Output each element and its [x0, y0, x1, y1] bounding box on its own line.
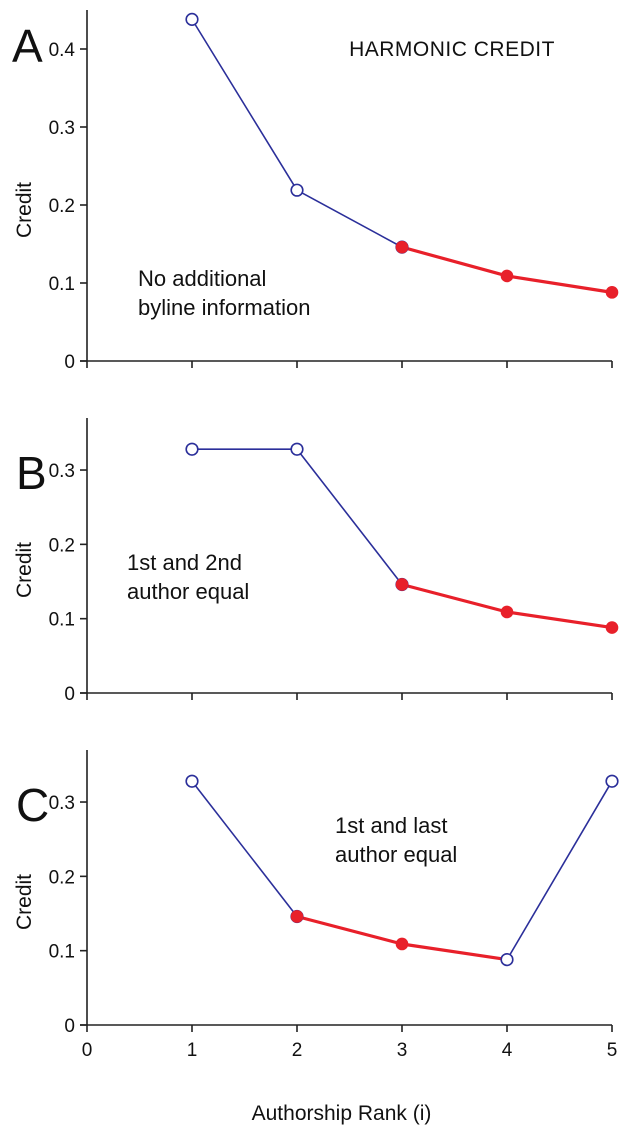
data-point-open — [185, 12, 199, 26]
panel-b: B 0 0.1 0.2 0.3 Credit 1st and 2nd author equal — [13, 418, 619, 705]
y-tick-label: 0 — [64, 1016, 75, 1037]
data-point-filled — [605, 621, 619, 634]
data-point-filled — [500, 605, 514, 619]
y-tick-label: 0.2 — [49, 867, 75, 888]
panel-letter: A — [12, 20, 43, 72]
y-tick-label: 0.2 — [49, 535, 75, 556]
data-point-filled — [395, 937, 409, 951]
y-axis-label: Credit — [13, 874, 36, 930]
annotation-line: No additional — [138, 266, 266, 291]
x-axis-label: Authorship Rank (i) — [252, 1102, 432, 1125]
annotation-line: author equal — [127, 579, 249, 604]
x-tick-label: 4 — [502, 1040, 513, 1061]
panel-letter: C — [16, 779, 49, 831]
data-point-open — [500, 952, 514, 967]
y-tick-label: 0.1 — [49, 942, 75, 963]
data-point-open — [290, 442, 304, 456]
annotation-line: author equal — [335, 842, 457, 867]
y-tick-label: 0 — [64, 684, 75, 705]
y-tick-label: 0.1 — [49, 610, 75, 631]
chart-title: HARMONIC CREDIT — [349, 38, 555, 61]
x-tick-label: 1 — [187, 1040, 198, 1061]
data-point-open — [185, 774, 199, 788]
y-tick-label: 0.4 — [49, 40, 76, 61]
data-point-filled — [605, 286, 619, 299]
x-tick-label: 3 — [397, 1040, 408, 1061]
series-line — [191, 780, 298, 917]
annotation-line: 1st and last — [335, 813, 448, 838]
data-point-open — [185, 442, 199, 456]
y-tick-label: 0.3 — [49, 793, 75, 814]
y-tick-label: 0.3 — [49, 461, 75, 482]
data-point-open — [290, 183, 304, 197]
series-line — [506, 780, 613, 961]
annotation-line: byline information — [138, 295, 310, 320]
y-axis-label: Credit — [13, 542, 36, 598]
panel-letter: B — [16, 447, 47, 499]
x-tick-label: 5 — [607, 1040, 618, 1061]
panel-c: C 0 0.1 0.2 0.3 0 1 2 3 4 5 Credit Authorship Rank (… — [13, 750, 619, 1125]
y-tick-label: 0.2 — [49, 196, 75, 217]
y-axis-label: Credit — [13, 182, 36, 238]
data-point-filled — [395, 578, 409, 591]
annotation-line: 1st and 2nd — [127, 550, 242, 575]
data-point-filled — [290, 910, 304, 923]
y-tick-label: 0.1 — [49, 274, 75, 295]
x-tick-label: 0 — [82, 1040, 93, 1061]
data-point-filled — [395, 240, 409, 254]
panel-a: A 0 0.1 0.2 0.3 0.4 Credit HARMONIC CREDIT No ad… — [12, 10, 619, 373]
y-tick-label: 0.3 — [49, 118, 75, 139]
x-tick-label: 2 — [292, 1040, 303, 1061]
y-tick-label: 0 — [64, 352, 75, 373]
data-point-filled — [500, 269, 514, 283]
data-point-open — [605, 774, 619, 788]
